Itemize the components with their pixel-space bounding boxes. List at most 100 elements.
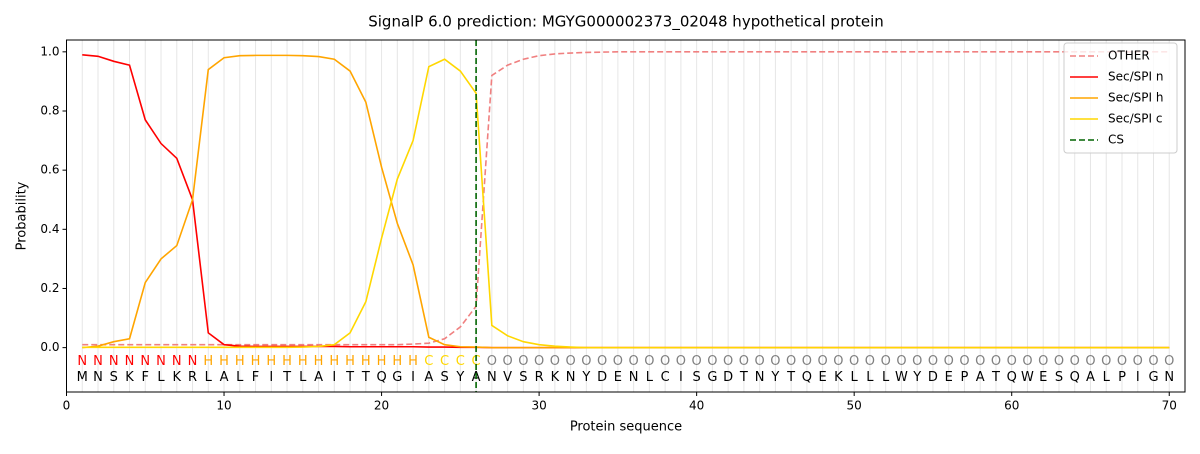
region-label: C	[440, 354, 449, 369]
legend-label: Sec/SPI h	[1108, 91, 1163, 105]
x-tick-label: 30	[531, 399, 546, 413]
legend-box	[1063, 42, 1178, 154]
region-label: O	[723, 354, 733, 369]
residue-label: L	[646, 370, 654, 385]
region-label: N	[77, 354, 87, 369]
residue-label: N	[1164, 370, 1174, 385]
series-line	[82, 51, 1170, 346]
x-tick-label: 20	[374, 399, 389, 413]
region-label: O	[565, 354, 575, 369]
legend-label: Sec/SPI n	[1108, 70, 1163, 84]
region-label: O	[518, 354, 528, 369]
residue-label: N	[566, 370, 576, 385]
residue-label: N	[755, 370, 765, 385]
legend-label: OTHER	[1108, 49, 1150, 63]
residue-label: R	[535, 370, 544, 385]
y-tick-label: 0.4	[40, 222, 59, 236]
region-label: O	[959, 354, 969, 369]
x-axis-label: Protein sequence	[570, 420, 682, 435]
residue-label: S	[440, 370, 448, 385]
residue-label: P	[961, 370, 969, 385]
residue-label: Y	[581, 370, 590, 385]
residue-label: W	[1021, 370, 1034, 385]
region-label: H	[203, 354, 213, 369]
region-label: O	[1085, 354, 1095, 369]
residue-label: L	[205, 370, 213, 385]
residue-label: D	[928, 370, 938, 385]
region-label: O	[613, 354, 623, 369]
region-label: O	[581, 354, 591, 369]
region-label: N	[93, 354, 103, 369]
region-label: O	[1038, 354, 1048, 369]
residue-label: T	[345, 370, 354, 385]
region-label: O	[896, 354, 906, 369]
region-label: O	[676, 354, 686, 369]
residue-label: I	[411, 370, 415, 385]
region-label: O	[1022, 354, 1032, 369]
residue-label: T	[991, 370, 1000, 385]
residue-label: T	[739, 370, 748, 385]
region-label: N	[140, 354, 150, 369]
region-label: O	[1117, 354, 1127, 369]
region-label: C	[472, 354, 481, 369]
residue-label: D	[723, 370, 733, 385]
region-label: O	[502, 354, 512, 369]
region-label: H	[361, 354, 371, 369]
residue-label: F	[252, 370, 259, 385]
region-label: O	[739, 354, 749, 369]
residue-label: K	[125, 370, 134, 385]
region-label: H	[408, 354, 418, 369]
x-tick-label: 50	[847, 399, 862, 413]
residue-label: G	[1148, 370, 1158, 385]
residue-label: I	[679, 370, 683, 385]
residue-label: A	[220, 370, 229, 385]
residue-label: V	[503, 370, 512, 385]
region-label: O	[707, 354, 717, 369]
region-label: O	[692, 354, 702, 369]
series-line	[82, 58, 1170, 349]
legend-label: Sec/SPI c	[1108, 112, 1162, 126]
region-label: H	[345, 354, 355, 369]
residue-label: A	[1086, 370, 1095, 385]
residue-label: Q	[1070, 370, 1080, 385]
region-label: O	[660, 354, 670, 369]
y-tick-label: 0.8	[40, 103, 59, 117]
region-label: O	[1070, 354, 1080, 369]
region-label: C	[456, 354, 465, 369]
residue-label: A	[424, 370, 433, 385]
x-tick-label: 10	[216, 399, 231, 413]
plot-frame	[66, 39, 1186, 393]
residue-label: F	[142, 370, 149, 385]
residue-label: Q	[1007, 370, 1017, 385]
region-label: O	[534, 354, 544, 369]
region-label: O	[1054, 354, 1064, 369]
region-label: O	[928, 354, 938, 369]
region-label: O	[629, 354, 639, 369]
residue-label: T	[282, 370, 291, 385]
residue-label: Q	[802, 370, 812, 385]
residue-label: I	[269, 370, 273, 385]
residue-label: Q	[376, 370, 386, 385]
region-label: O	[1164, 354, 1174, 369]
series-line	[82, 54, 1170, 349]
region-label: O	[975, 354, 985, 369]
region-label: O	[944, 354, 954, 369]
region-label: H	[251, 354, 261, 369]
region-label: H	[377, 354, 387, 369]
region-label: O	[597, 354, 607, 369]
y-axis-label: Probability	[15, 181, 30, 250]
x-tick-label: 70	[1162, 399, 1177, 413]
residue-label: S	[519, 370, 527, 385]
residue-label: E	[614, 370, 622, 385]
region-label: O	[818, 354, 828, 369]
y-tick-label: 0.2	[40, 281, 59, 295]
residue-label: N	[93, 370, 103, 385]
region-label: N	[188, 354, 198, 369]
x-tick-label: 60	[1004, 399, 1019, 413]
residue-label: G	[392, 370, 402, 385]
residue-label: R	[188, 370, 197, 385]
region-label: O	[849, 354, 859, 369]
residue-label: G	[707, 370, 717, 385]
residue-label: L	[236, 370, 244, 385]
